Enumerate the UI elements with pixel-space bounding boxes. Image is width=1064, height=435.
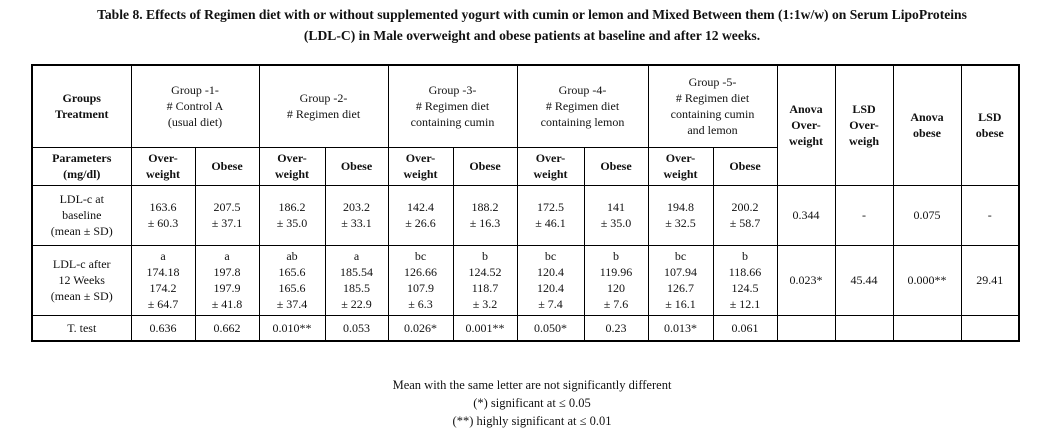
lsd-overweight-after: 45.44 (834, 244, 894, 316)
table-cell: 0.23 (583, 314, 649, 342)
obese-subheader: Obese (712, 146, 778, 186)
empty-cell (960, 314, 1020, 342)
table-cell: b 119.96 120 ± 7.6 (583, 244, 649, 316)
table-cell: bc 120.4 120.4 ± 7.4 (516, 244, 585, 316)
table-cell: ab 165.6 165.6 ± 37.4 (258, 244, 326, 316)
table-cell: a 197.8 197.9 ± 41.8 (194, 244, 260, 316)
table-cell: a 174.18 174.2 ± 64.7 (130, 244, 196, 316)
lsd-overweight-header: LSD Over- weigh (834, 64, 894, 186)
title-line-2: (LDL-C) in Male overweight and obese pat… (303, 28, 761, 43)
table-cell: 0.053 (324, 314, 389, 342)
table-cell: 194.8 ± 32.5 (647, 184, 714, 246)
table-cell: 0.026* (387, 314, 454, 342)
lsd-overweight-baseline: - (834, 184, 894, 246)
obese-subheader: Obese (194, 146, 260, 186)
anova-overweight-after: 0.023* (776, 244, 836, 316)
table-cell: 0.050* (516, 314, 585, 342)
data-table: Groups Treatment Group -1- # Control A (… (31, 64, 1020, 342)
anova-obese-header: Anova obese (892, 64, 962, 186)
group-4-header: Group -4- # Regimen diet containing lemo… (516, 64, 649, 148)
lsd-obese-header: LSD obese (960, 64, 1020, 186)
overweight-subheader: Over-weight (258, 146, 326, 186)
table-cell: 188.2 ± 16.3 (452, 184, 518, 246)
lsd-obese-baseline: - (960, 184, 1020, 246)
obese-subheader: Obese (583, 146, 649, 186)
table-cell: 0.013* (647, 314, 714, 342)
table-cell: 200.2 ± 58.7 (712, 184, 778, 246)
empty-cell (834, 314, 894, 342)
table-cell: 0.662 (194, 314, 260, 342)
table-title: Table 8. Effects of Regimen diet with or… (6, 4, 1058, 46)
obese-subheader: Obese (324, 146, 389, 186)
overweight-subheader: Over-weight (387, 146, 454, 186)
table-cell: bc 126.66 107.9 ± 6.3 (387, 244, 454, 316)
table-row-ttest: T. test 0.636 0.662 0.010** 0.053 0.026*… (31, 314, 1020, 342)
table-cell: 172.5 ± 46.1 (516, 184, 585, 246)
table-container: Groups Treatment Group -1- # Control A (… (31, 64, 1020, 342)
table-cell: 186.2 ± 35.0 (258, 184, 326, 246)
footnote-significant: (*) significant at ≤ 0.05 (473, 396, 591, 410)
header-row: Groups Treatment Group -1- # Control A (… (31, 64, 1020, 186)
table-cell: bc 107.94 126.7 ± 16.1 (647, 244, 714, 316)
table-cell: 203.2 ± 33.1 (324, 184, 389, 246)
table-cell: b 118.66 124.5 ± 12.1 (712, 244, 778, 316)
table-cell: 0.001** (452, 314, 518, 342)
overweight-subheader: Over-weight (647, 146, 714, 186)
table-cell: 142.4 ± 26.6 (387, 184, 454, 246)
empty-cell (892, 314, 962, 342)
group-3-header: Group -3- # Regimen diet containing cumi… (387, 64, 518, 148)
parameters-header: Parameters (mg/dl) (31, 146, 132, 186)
overweight-subheader: Over-weight (130, 146, 196, 186)
table-cell: 0.636 (130, 314, 196, 342)
footnote-letters: Mean with the same letter are not signif… (392, 378, 672, 392)
table-cell: b 124.52 118.7 ± 3.2 (452, 244, 518, 316)
row-label-after: LDL-c after 12 Weeks (mean ± SD) (31, 244, 132, 316)
group-5-header: Group -5- # Regimen diet containing cumi… (647, 64, 778, 148)
table-row-after: LDL-c after 12 Weeks (mean ± SD) a 174.18… (31, 244, 1020, 316)
empty-cell (776, 314, 836, 342)
table-row-baseline: LDL-c at baseline (mean ± SD) 163.6 ± 60.… (31, 184, 1020, 246)
table-cell: a 185.54 185.5 ± 22.9 (324, 244, 389, 316)
table-cell: 0.010** (258, 314, 326, 342)
table-cell: 207.5 ± 37.1 (194, 184, 260, 246)
table-footnotes: Mean with the same letter are not signif… (0, 376, 1064, 430)
groups-treatment-header: Groups Treatment (31, 64, 132, 148)
group-1-header: Group -1- # Control A (usual diet) (130, 64, 260, 148)
table-cell: 141 ± 35.0 (583, 184, 649, 246)
anova-overweight-baseline: 0.344 (776, 184, 836, 246)
row-label-ttest: T. test (31, 314, 132, 342)
anova-obese-baseline: 0.075 (892, 184, 962, 246)
anova-obese-after: 0.000** (892, 244, 962, 316)
row-label-baseline: LDL-c at baseline (mean ± SD) (31, 184, 132, 246)
table-cell: 163.6 ± 60.3 (130, 184, 196, 246)
anova-overweight-header: Anova Over- weight (776, 64, 836, 186)
footnote-highly-significant: (**) highly significant at ≤ 0.01 (452, 414, 612, 428)
subheader-row: Parameters (mg/dl) Over-weight Obese Ove… (31, 146, 1019, 186)
group-2-header: Group -2- # Regimen diet (258, 64, 389, 148)
obese-subheader: Obese (452, 146, 518, 186)
table-cell: 0.061 (712, 314, 778, 342)
lsd-obese-after: 29.41 (960, 244, 1020, 316)
overweight-subheader: Over-weight (516, 146, 585, 186)
title-line-1: Table 8. Effects of Regimen diet with or… (97, 7, 967, 22)
